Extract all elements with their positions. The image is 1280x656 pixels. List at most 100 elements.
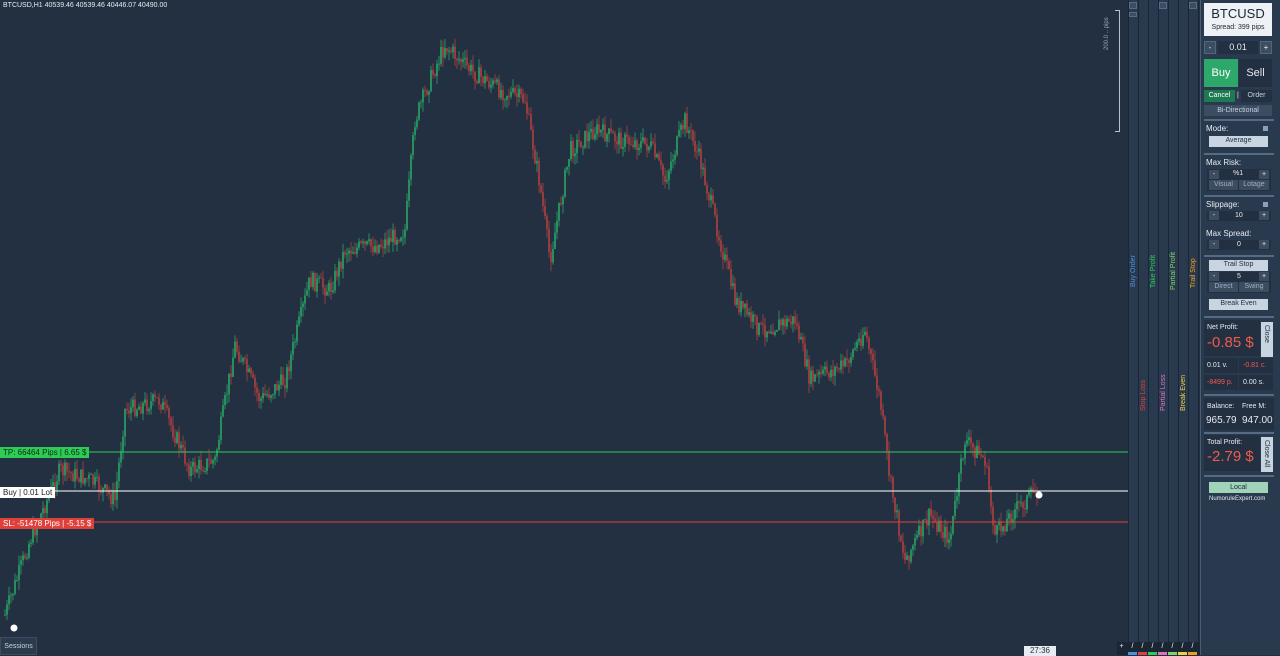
price-chart[interactable]: BTCUSD,H1 40539.46 40539.46 40446.07 404… <box>0 0 1128 656</box>
track-toggle-button[interactable] <box>1189 2 1197 9</box>
candle-body <box>280 374 282 385</box>
max-spread-value[interactable]: 0 <box>1237 241 1241 248</box>
candle-body <box>674 154 676 160</box>
candle-body <box>828 372 830 378</box>
candle-body <box>322 278 324 288</box>
cancel-button[interactable]: Cancel <box>1204 90 1235 102</box>
lot-minus-button[interactable]: - <box>1204 41 1216 54</box>
candle-body <box>698 148 700 152</box>
website-link[interactable]: NumoruleExpert.com <box>1209 496 1266 502</box>
track-trail-stop[interactable]: Trail Stop <box>1188 0 1199 642</box>
candle-body <box>652 141 654 144</box>
order-button[interactable]: Order <box>1241 90 1272 102</box>
strip-slash[interactable]: / <box>1191 643 1194 650</box>
strip-slash[interactable]: / <box>1141 643 1144 650</box>
current-price-marker[interactable] <box>1035 491 1043 499</box>
candle-body <box>800 337 802 340</box>
track-toggle-button[interactable] <box>1129 12 1137 17</box>
candle-body <box>32 525 34 543</box>
candle-body <box>324 287 326 296</box>
strip-color-trail-stop <box>1188 652 1197 655</box>
candle-body <box>64 462 66 476</box>
buy-entry-label[interactable]: Buy | 0.01 Lot <box>0 487 56 498</box>
lot-size-input[interactable]: 0.01 <box>1218 41 1258 54</box>
local-button[interactable]: Local <box>1209 482 1268 493</box>
candle-body <box>560 202 562 205</box>
risk-value[interactable]: %1 <box>1233 170 1244 177</box>
slippage-minus-button[interactable]: - <box>1209 211 1219 220</box>
strip-slash[interactable]: / <box>1161 643 1164 650</box>
max-spread-plus-button[interactable]: + <box>1259 240 1269 249</box>
trail-stop-button[interactable]: Trail Stop <box>1209 260 1268 271</box>
candle-body <box>954 500 956 516</box>
candle-body <box>162 402 164 410</box>
close-all-button[interactable]: Close All <box>1261 437 1273 472</box>
close-button[interactable]: Close <box>1261 322 1273 357</box>
candle-body <box>830 369 832 378</box>
candle-body <box>742 300 744 308</box>
session-marker[interactable] <box>10 624 18 632</box>
sessions-button[interactable]: Sessions <box>0 637 37 655</box>
candle-body <box>246 359 248 372</box>
trail-plus-button[interactable]: + <box>1259 272 1269 281</box>
track-label-partial-loss: Partial Loss <box>1160 374 1167 411</box>
candle-body <box>272 394 274 396</box>
candle-body <box>508 95 510 97</box>
strip-slash[interactable]: / <box>1181 643 1184 650</box>
stop-loss-label[interactable]: SL: -51478 Pips | -5.15 $ <box>0 518 95 529</box>
candle-body <box>718 236 720 241</box>
spread-text: Spread: 399 pips <box>1211 24 1265 31</box>
candle-body <box>294 341 296 343</box>
strip-slash[interactable]: / <box>1171 643 1174 650</box>
slippage-value[interactable]: 10 <box>1235 212 1243 219</box>
direct-toggle[interactable]: Direct <box>1209 282 1238 292</box>
candle-body <box>724 254 726 260</box>
total-profit-box <box>1204 435 1260 471</box>
total-profit-value: -2.79 $ <box>1207 448 1254 465</box>
strip-plus-button[interactable]: + <box>1119 643 1124 650</box>
candle-body <box>1008 513 1010 519</box>
candle-body <box>922 519 924 537</box>
swing-toggle[interactable]: Swing <box>1239 282 1269 292</box>
buy-button[interactable]: Buy <box>1204 59 1238 87</box>
candle-body <box>732 283 734 286</box>
risk-minus-button[interactable]: - <box>1209 170 1219 179</box>
candle-body <box>1030 488 1032 492</box>
break-even-button[interactable]: Break Even <box>1209 299 1268 310</box>
sell-button[interactable]: Sell <box>1239 59 1272 87</box>
visual-toggle[interactable]: Visual <box>1209 180 1238 190</box>
take-profit-label[interactable]: TP: 66464 Pips | 6.65 $ <box>0 447 90 458</box>
candle-body <box>974 447 976 459</box>
track-toggle-button[interactable] <box>1129 2 1137 9</box>
candle-body <box>14 580 16 594</box>
max-spread-minus-button[interactable]: - <box>1209 240 1219 249</box>
candle-body <box>634 140 636 148</box>
trail-value[interactable]: 5 <box>1237 273 1241 280</box>
candle-body <box>522 93 524 103</box>
candle-body <box>6 604 8 615</box>
risk-plus-button[interactable]: + <box>1259 170 1269 179</box>
candle-body <box>240 361 242 363</box>
candle-body <box>90 474 92 476</box>
lotage-toggle[interactable]: Lotage <box>1239 180 1269 190</box>
lot-plus-button[interactable]: + <box>1260 41 1272 54</box>
candle-body <box>156 396 158 398</box>
strip-color-buy-order <box>1128 652 1137 655</box>
candle-body <box>106 484 108 491</box>
track-toggle-button[interactable] <box>1159 2 1167 9</box>
candle-body <box>408 179 410 201</box>
candle-body <box>360 241 362 244</box>
mode-select[interactable]: Average <box>1209 136 1268 147</box>
slippage-plus-button[interactable]: + <box>1259 211 1269 220</box>
candle-body <box>584 130 586 148</box>
candle-body <box>216 449 218 457</box>
slippage-info-icon[interactable] <box>1263 202 1268 207</box>
strip-slash[interactable]: / <box>1151 643 1154 650</box>
candle-body <box>636 140 638 151</box>
strip-slash[interactable]: / <box>1131 643 1134 650</box>
trail-minus-button[interactable]: - <box>1209 272 1219 281</box>
mode-info-icon[interactable] <box>1263 126 1268 131</box>
bi-directional-button[interactable]: Bi-Directional <box>1204 105 1272 116</box>
candle-body <box>664 175 666 182</box>
candle-body <box>476 81 478 84</box>
